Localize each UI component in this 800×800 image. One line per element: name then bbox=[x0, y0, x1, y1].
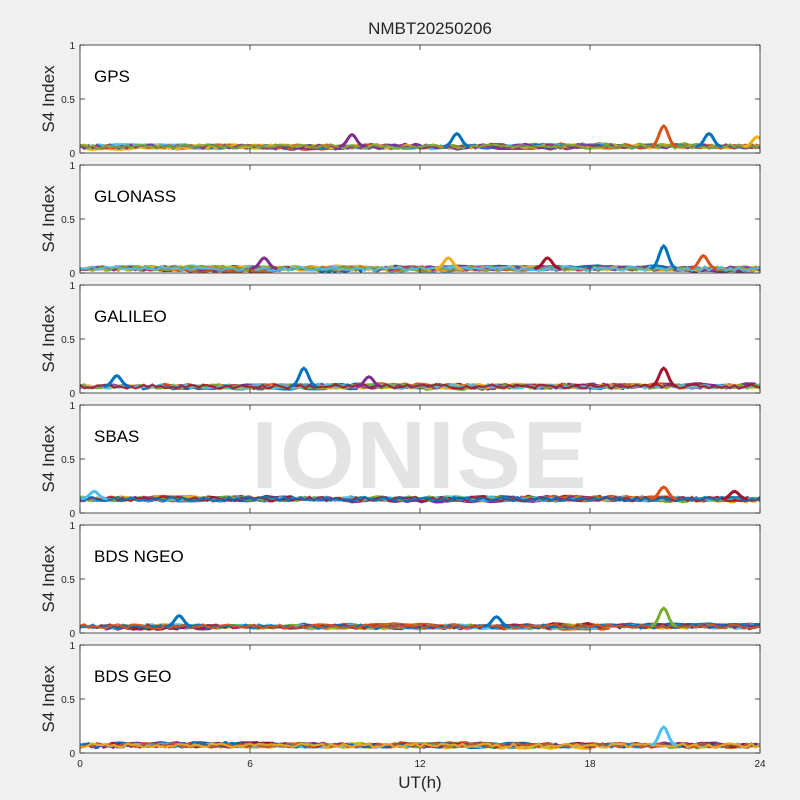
system-label: BDS GEO bbox=[94, 667, 171, 686]
trace-peak bbox=[250, 256, 278, 270]
y-tick-label: 1 bbox=[69, 161, 75, 172]
panel-galileo: 0 0.5 1 S4 Index GALILEO bbox=[39, 281, 761, 400]
trace-peak bbox=[80, 489, 108, 501]
y-tick-label: 0 bbox=[69, 389, 75, 400]
data-traces bbox=[80, 366, 760, 391]
plot-area bbox=[80, 525, 760, 633]
y-tick-label: 1 bbox=[69, 41, 75, 52]
trace-band bbox=[80, 383, 760, 391]
plot-area bbox=[80, 45, 760, 153]
figure-title: NMBT20250206 bbox=[368, 19, 492, 38]
data-traces bbox=[80, 725, 760, 750]
x-tick-label: 0 bbox=[77, 759, 83, 770]
system-label: GLONASS bbox=[94, 187, 176, 206]
y-axis-label: S4 Index bbox=[39, 665, 58, 733]
trace-peak bbox=[534, 256, 561, 270]
trace-band bbox=[80, 623, 760, 631]
panel-gps: 0 0.5 1 S4 Index GPS bbox=[39, 41, 761, 160]
y-axis-label: S4 Index bbox=[39, 65, 58, 133]
y-tick-label: 0.5 bbox=[61, 575, 75, 586]
trace-peak bbox=[338, 132, 366, 148]
y-tick-label: 0.5 bbox=[61, 455, 75, 466]
trace-peak bbox=[290, 366, 318, 388]
trace-peak bbox=[743, 135, 760, 148]
y-axis-label: S4 Index bbox=[39, 185, 58, 253]
trace-peak bbox=[165, 614, 193, 628]
trace-peak bbox=[650, 485, 678, 501]
panel-glonass: 0 0.5 1 S4 Index GLONASS bbox=[39, 161, 761, 280]
y-tick-label: 1 bbox=[69, 281, 75, 292]
trace-peak bbox=[650, 243, 678, 270]
system-label: BDS NGEO bbox=[94, 547, 184, 566]
trace-peak bbox=[443, 131, 471, 148]
x-axis-label: UT(h) bbox=[398, 773, 441, 792]
x-tick-label: 6 bbox=[247, 759, 253, 770]
trace-band bbox=[80, 742, 760, 749]
y-tick-label: 0 bbox=[69, 629, 75, 640]
trace-peak bbox=[689, 253, 717, 270]
y-tick-label: 0.5 bbox=[61, 95, 75, 106]
panel-sbas: 0 0.5 1 S4 Index SBAS bbox=[39, 401, 761, 520]
trace-peak bbox=[434, 256, 462, 270]
x-tick-label: 12 bbox=[414, 759, 426, 770]
data-traces bbox=[80, 123, 760, 151]
y-tick-label: 0 bbox=[69, 149, 75, 160]
y-tick-label: 1 bbox=[69, 401, 75, 412]
trace-peak bbox=[355, 375, 383, 388]
y-axis-label: S4 Index bbox=[39, 545, 58, 613]
trace-peak bbox=[650, 725, 678, 747]
x-tick-label: 18 bbox=[584, 759, 596, 770]
trace-peak bbox=[483, 615, 510, 628]
y-tick-label: 0.5 bbox=[61, 695, 75, 706]
trace-peak bbox=[695, 131, 723, 148]
y-tick-label: 0.5 bbox=[61, 215, 75, 226]
data-traces bbox=[80, 485, 760, 504]
x-tick-label: 24 bbox=[754, 759, 766, 770]
panel-bds-geo: 0 0.5 1 0 6 12 18 24 S4 Index BDS GEO bbox=[39, 641, 766, 770]
trace-peak bbox=[650, 123, 678, 148]
trace-peak bbox=[650, 606, 678, 628]
y-tick-label: 0.5 bbox=[61, 335, 75, 346]
y-tick-label: 0 bbox=[69, 749, 75, 760]
y-axis-label: S4 Index bbox=[39, 305, 58, 373]
plot-area bbox=[80, 645, 760, 753]
trace-band bbox=[80, 495, 760, 503]
system-label: GPS bbox=[94, 67, 130, 86]
y-tick-label: 0 bbox=[69, 509, 75, 520]
y-tick-label: 1 bbox=[69, 521, 75, 532]
data-traces bbox=[80, 606, 760, 631]
watermark: IONISE bbox=[251, 402, 588, 509]
plot-area bbox=[80, 405, 760, 513]
plot-area bbox=[80, 165, 760, 273]
y-axis-label: S4 Index bbox=[39, 425, 58, 493]
y-tick-label: 0 bbox=[69, 269, 75, 280]
trace-peak bbox=[103, 374, 131, 388]
trace-peak bbox=[721, 489, 748, 501]
system-label: GALILEO bbox=[94, 307, 167, 326]
panel-bds-ngeo: 0 0.5 1 S4 Index BDS NGEO bbox=[39, 521, 761, 640]
trace-band bbox=[80, 142, 760, 151]
system-label: SBAS bbox=[94, 427, 139, 446]
plot-area bbox=[80, 285, 760, 393]
trace-peak bbox=[650, 366, 678, 388]
y-tick-label: 1 bbox=[69, 641, 75, 652]
